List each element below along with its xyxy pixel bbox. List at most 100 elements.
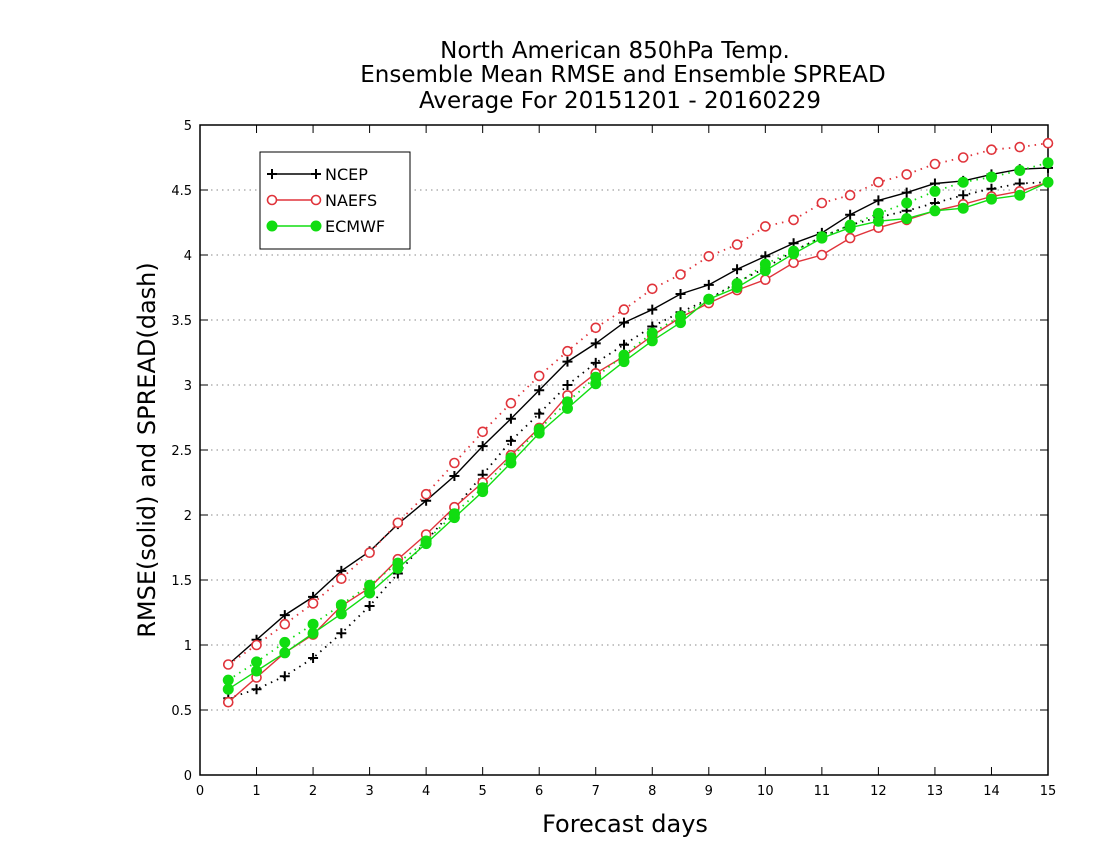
series-ncep-rmse-point (449, 471, 460, 481)
y-tick-label: 2 (184, 509, 192, 524)
series-ncep-spread-point (619, 339, 629, 350)
x-tick-label: 1 (252, 784, 260, 799)
legend-marker-naefs (310, 194, 322, 206)
series-naefs-spread-point (420, 488, 432, 500)
series-naefs-spread-point (675, 269, 686, 280)
series-ncep-spread-point (364, 601, 375, 611)
series-naefs-spread-point (307, 598, 319, 609)
x-axis-ticks: 0 1 2 3 4 5 6 7 8 9 10 11 12 13 14 15 (196, 125, 1056, 799)
series-naefs-spread-point (505, 397, 517, 409)
series-ecmwf-spread-point (307, 618, 319, 630)
series-ecmwf-spread-point (675, 310, 687, 322)
series-ncep-spread-point (958, 190, 969, 201)
series-ncep-rmse-point (477, 441, 488, 452)
series-ecmwf-rmse-point (957, 202, 969, 214)
series-ecmwf-rmse-point (307, 627, 319, 639)
series-ecmwf-spread-point (901, 197, 913, 209)
y-tick-label: 4.5 (171, 184, 192, 199)
series-ncep-spread-point (251, 684, 262, 695)
series-ncep-rmse-point (901, 187, 912, 198)
series-ncep-spread-line (228, 181, 1049, 700)
series-naefs-spread-point (901, 169, 912, 180)
series-ecmwf-spread-point (731, 278, 743, 290)
legend-marker-ncep (267, 169, 277, 179)
series-naefs-rmse-point (222, 696, 234, 708)
series-naefs-spread-point (731, 239, 743, 250)
x-axis-label: Forecast days (542, 810, 708, 838)
series-naefs-spread-point (986, 144, 997, 155)
series-naefs-spread-point (1014, 141, 1026, 153)
series-ecmwf-spread-point (561, 396, 573, 408)
x-tick-label: 3 (365, 784, 373, 799)
x-tick-label: 15 (1040, 784, 1057, 799)
series-naefs-spread-point (760, 221, 771, 232)
series-ecmwf-spread-point (505, 452, 517, 464)
series-naefs-spread-point (957, 152, 969, 163)
y-axis-ticks: 0 0.5 1 1.5 2 2.5 3 3.5 4 4.5 5 (171, 119, 1048, 784)
x-tick-label: 12 (870, 784, 887, 799)
grid-lines (200, 189, 1048, 711)
series-naefs-spread-point (590, 322, 602, 334)
series-ecmwf-spread-point (251, 656, 263, 668)
series-ecmwf-spread-point (618, 349, 630, 361)
chart-title-line-3: Average For 20151201 - 20160229 (419, 88, 821, 114)
series-ncep-rmse-point (732, 264, 743, 275)
y-tick-label: 3.5 (171, 314, 192, 329)
series-naefs-spread-point (477, 426, 488, 438)
series-ecmwf-spread-point (872, 207, 884, 219)
series-naefs-spread-point (929, 158, 941, 170)
series-ecmwf-rmse-point (901, 213, 913, 225)
series-ecmwf-spread-point (929, 185, 941, 197)
series-naefs-spread-point (873, 176, 884, 188)
series-ecmwf-rmse-point (985, 193, 997, 205)
series-ncep-rmse-point (505, 413, 516, 424)
series-ncep-spread-point (590, 357, 601, 368)
series-ncep-spread-point (279, 671, 290, 682)
series-ecmwf-rmse-point (279, 647, 291, 659)
legend-label-ncep: NCEP (325, 165, 368, 184)
legend-marker-ecmwf (266, 220, 278, 232)
series-ecmwf-spread-point (335, 599, 347, 611)
series-naefs-spread-point (449, 457, 460, 469)
series-ncep-rmse-point (619, 317, 629, 328)
series-naefs-spread-point (618, 304, 630, 315)
series-naefs-spread-point (1042, 137, 1054, 149)
x-tick-label: 14 (983, 784, 1000, 799)
series-ecmwf-spread-point (420, 535, 432, 547)
series-ecmwf-spread-point (448, 508, 460, 520)
series-ecmwf-rmse-line (227, 181, 1049, 690)
series-ecmwf-rmse-point (929, 205, 941, 217)
series-naefs-spread-point (251, 639, 262, 651)
series-naefs-rmse-point (760, 274, 771, 286)
series-ecmwf-spread-point (1042, 157, 1054, 169)
series-naefs-spread-point (392, 517, 404, 529)
series-ecmwf-rmse-point (1014, 189, 1026, 201)
x-tick-label: 0 (196, 784, 204, 799)
x-tick-label: 4 (422, 784, 430, 799)
series-ecmwf-spread-point (985, 171, 997, 183)
legend-marker-naefs (266, 194, 278, 206)
series-ncep-rmse-point (534, 385, 545, 396)
series-ecmwf-spread-point (364, 579, 376, 591)
series-ncep-spread-point (505, 435, 516, 446)
legend-label-ecmwf: ECMWF (325, 217, 385, 236)
legend-marker-ecmwf (310, 220, 322, 232)
x-tick-label: 10 (757, 784, 774, 799)
series-naefs-spread-point (562, 345, 573, 357)
series-ncep-rmse-point (845, 209, 856, 220)
series-ecmwf-rmse-point (251, 665, 263, 677)
series-ncep-rmse-point (675, 289, 686, 299)
series-naefs-spread-point (646, 283, 658, 295)
y-tick-label: 0 (184, 769, 192, 784)
y-tick-label: 0.5 (171, 704, 192, 719)
series-ecmwf-spread-point (844, 219, 856, 231)
series-naefs-spread-point (703, 250, 715, 262)
y-tick-label: 1.5 (171, 574, 192, 589)
series-ecmwf-spread-point (222, 674, 234, 686)
series-ecmwf-spread-point (759, 258, 771, 270)
series-ncep-spread-point (534, 408, 545, 419)
series-ecmwf-rmse-point (222, 683, 234, 695)
series-ecmwf (222, 157, 1054, 695)
x-tick-label: 6 (535, 784, 543, 799)
